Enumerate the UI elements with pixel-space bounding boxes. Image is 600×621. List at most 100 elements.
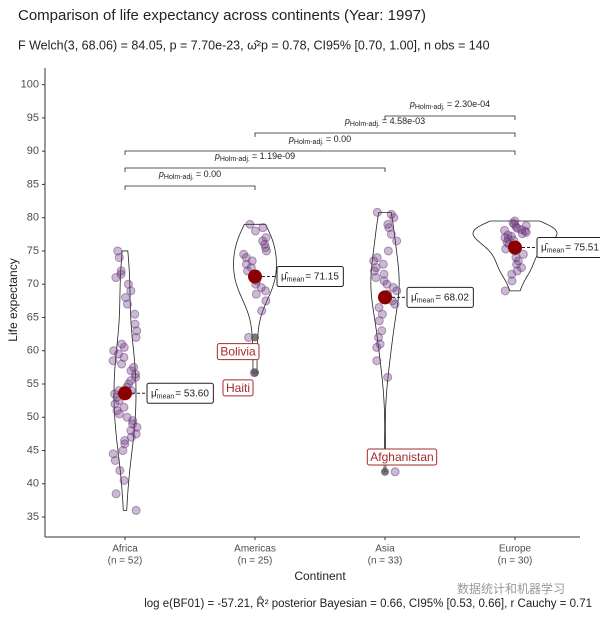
- y-axis-label: Life expectancy: [6, 258, 20, 341]
- comparison-label: pHolm-adj. = 1.19e-09: [214, 151, 295, 162]
- x-axis-label: Continent: [294, 569, 346, 583]
- data-point: [383, 372, 393, 382]
- data-point: [119, 402, 129, 412]
- data-point: [131, 429, 141, 439]
- data-point: [118, 446, 128, 456]
- y-tick-label: 45: [27, 444, 39, 456]
- data-point: [115, 465, 125, 475]
- y-tick-label: 65: [27, 311, 39, 323]
- data-point: [239, 249, 249, 259]
- data-point: [130, 309, 140, 319]
- p-subscript: Holm-adj.: [294, 139, 324, 146]
- data-point: [372, 356, 382, 366]
- data-point: [377, 326, 387, 336]
- data-point: [261, 246, 271, 256]
- data-point: [500, 225, 510, 235]
- data-point: [108, 356, 118, 366]
- p-value-label: = 0.00: [196, 169, 221, 179]
- data-point: [509, 219, 519, 229]
- outlier-point: [251, 368, 259, 377]
- data-point: [245, 219, 255, 229]
- p-value-label: = 1.19e-09: [252, 151, 295, 161]
- y-tick-label: 90: [27, 145, 39, 157]
- p-subscript: Holm-adj.: [220, 156, 250, 163]
- data-point: [129, 362, 139, 372]
- data-point: [507, 276, 517, 286]
- data-point: [108, 449, 118, 459]
- data-point: [500, 286, 510, 296]
- data-point: [130, 369, 140, 379]
- p-value-label: = 4.58e-03: [382, 116, 425, 126]
- data-point: [521, 227, 531, 237]
- chart-subtitle: F Welch(3, 68.06) = 84.05, p = 7.70e-23,…: [18, 38, 490, 52]
- y-tick-label: 55: [27, 378, 39, 390]
- mean-label: μ̂mean= 75.51: [541, 241, 599, 254]
- outlier-label-box: [222, 379, 254, 397]
- comparison-label: pHolm-adj. = 4.58e-03: [344, 116, 425, 127]
- mean-label: μ̂mean= 68.02: [411, 291, 469, 304]
- mean-label-box: [276, 266, 344, 288]
- data-point: [372, 342, 382, 352]
- data-point: [383, 219, 393, 229]
- p-subscript: Holm-adj.: [415, 104, 445, 111]
- data-point: [379, 276, 389, 286]
- comparison-bracket: [384, 115, 516, 120]
- chart-title: Comparison of life expectancy across con…: [18, 7, 426, 24]
- data-point: [250, 226, 260, 236]
- violin: [370, 211, 400, 473]
- x-tick-label: Americas: [234, 544, 276, 555]
- x-tick-label: Europe: [499, 544, 532, 555]
- data-point: [379, 269, 389, 279]
- mean-symbol: μ̂: [151, 387, 159, 399]
- data-point: [258, 223, 268, 233]
- mean-label: μ̂mean= 53.60: [151, 387, 209, 400]
- p-symbol: p: [344, 116, 350, 126]
- data-point: [111, 273, 121, 283]
- mean-symbol: μ̂: [281, 270, 289, 282]
- x-tick-n: (n = 33): [368, 556, 403, 567]
- data-point: [111, 489, 121, 499]
- p-symbol: p: [158, 169, 164, 179]
- comparison-bracket: [124, 185, 256, 190]
- data-point: [392, 236, 402, 246]
- data-point: [126, 432, 136, 442]
- mean-subscript: mean: [417, 297, 435, 304]
- data-point: [130, 319, 140, 329]
- data-point: [131, 505, 141, 515]
- data-point: [257, 306, 267, 316]
- comparison-label: pHolm-adj. = 2.30e-04: [409, 99, 490, 110]
- data-point: [131, 372, 141, 382]
- y-tick-label: 100: [21, 79, 39, 91]
- data-point: [119, 475, 129, 485]
- data-point: [132, 326, 142, 336]
- data-point: [128, 419, 138, 429]
- mean-label-box: [406, 286, 474, 308]
- mean-symbol: μ̂: [541, 241, 549, 253]
- comparison-label: pHolm-adj. = 0.00: [158, 169, 221, 180]
- outlier-label-box: [366, 448, 438, 466]
- data-point: [371, 263, 381, 273]
- data-point: [386, 229, 396, 239]
- data-point: [113, 349, 123, 359]
- y-tick-label: 60: [27, 345, 39, 357]
- data-point: [518, 249, 528, 259]
- data-point: [126, 376, 136, 386]
- data-point: [122, 299, 132, 309]
- data-point: [375, 339, 385, 349]
- mean-subscript: mean: [157, 393, 175, 400]
- data-point: [116, 266, 126, 276]
- data-point: [258, 236, 268, 246]
- data-point: [121, 293, 131, 303]
- violin: [472, 220, 558, 292]
- data-point: [123, 279, 133, 289]
- comparison-bracket: [124, 167, 386, 172]
- data-point: [117, 339, 127, 349]
- y-tick-label: 80: [27, 212, 39, 224]
- mean-subscript: mean: [287, 276, 305, 283]
- mean-value-label: = 68.02: [435, 292, 469, 303]
- x-tick-n: (n = 52): [108, 556, 143, 567]
- mean-value-label: = 53.60: [175, 388, 209, 399]
- data-point: [372, 207, 382, 217]
- data-point: [510, 216, 520, 226]
